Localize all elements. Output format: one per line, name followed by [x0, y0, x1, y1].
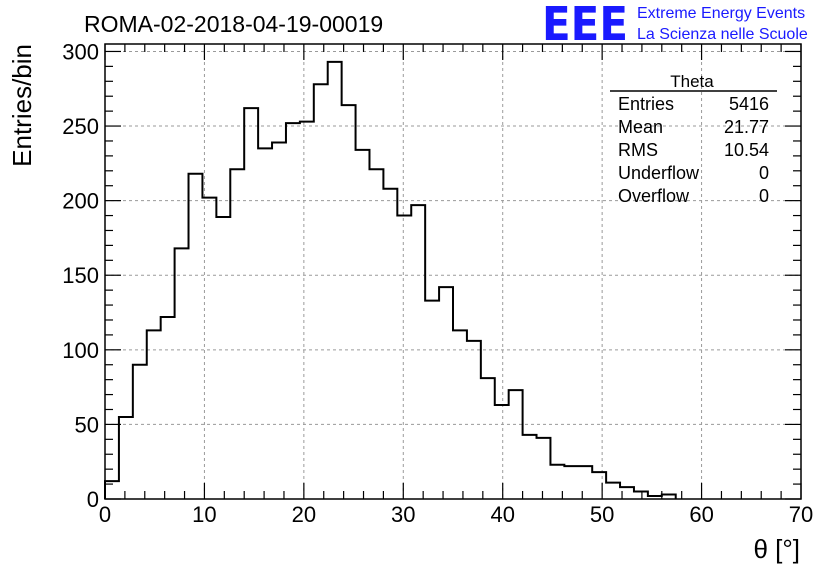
- stats-label: Entries: [618, 94, 674, 114]
- histogram-bin: [481, 378, 495, 499]
- histogram-bin: [606, 483, 620, 499]
- histogram-bin: [564, 466, 578, 499]
- histogram-bin: [258, 148, 272, 499]
- histogram-bin: [356, 150, 370, 499]
- stats-label: Overflow: [618, 186, 690, 206]
- histogram-bin: [523, 435, 537, 499]
- stats-label: RMS: [618, 140, 658, 160]
- y-tick-label: 150: [62, 263, 99, 288]
- y-tick-label: 100: [62, 338, 99, 363]
- y-tick-label: 0: [87, 487, 99, 512]
- histogram-bin: [397, 216, 411, 499]
- histogram-bin: [244, 108, 258, 499]
- histogram-bin: [300, 122, 314, 499]
- histogram-bin: [411, 205, 425, 499]
- histogram-bin: [161, 317, 175, 499]
- histogram-bin: [230, 169, 244, 499]
- stats-value: 0: [759, 186, 769, 206]
- stats-box: Theta Entries 5416 Mean 21.77 RMS 10.54 Underf…: [610, 72, 777, 206]
- histogram-bin: [202, 198, 216, 499]
- y-tick-label: 200: [62, 189, 99, 214]
- histogram-bin: [314, 84, 328, 499]
- histogram-bin: [133, 365, 147, 499]
- histogram-bin: [119, 417, 133, 499]
- histogram-bin: [439, 287, 453, 499]
- histogram-bin: [189, 174, 203, 499]
- histogram-bin: [495, 405, 509, 499]
- logo-letters: EEE: [542, 0, 628, 51]
- x-axis-label: θ [°]: [753, 534, 800, 564]
- histogram-bin: [592, 472, 606, 499]
- histogram-bin: [467, 341, 481, 499]
- x-tick-label: 0: [99, 502, 111, 527]
- stats-label: Mean: [618, 117, 663, 137]
- y-tick-labels: 0 50 100 150 200 250 300: [62, 39, 99, 512]
- histogram-bin: [328, 62, 342, 499]
- x-tick-label: 70: [789, 502, 813, 527]
- grid-lines: [105, 44, 801, 499]
- x-tick-label: 30: [391, 502, 415, 527]
- logo-line-2: La Scienza nelle Scuole: [637, 26, 808, 43]
- histogram-bin: [425, 301, 439, 499]
- histogram-bin: [537, 438, 551, 499]
- axis-ticks: [104, 44, 802, 500]
- eee-logo: EEE Extreme Energy Events La Scienza nel…: [542, 0, 808, 51]
- histogram-bin: [286, 123, 300, 499]
- stats-value: 21.77: [724, 117, 769, 137]
- stats-value: 0: [759, 163, 769, 183]
- histogram-bin: [383, 189, 397, 499]
- histogram-bin: [634, 492, 648, 499]
- histogram-bin: [216, 217, 230, 499]
- histogram-bin: [272, 142, 286, 499]
- stats-rows: Entries 5416 Mean 21.77 RMS 10.54 Underflow 0 Ov…: [618, 94, 769, 206]
- histogram-bin: [369, 169, 383, 499]
- plot-frame: [104, 43, 802, 500]
- x-tick-label: 20: [292, 502, 316, 527]
- y-axis-label: Entries/bin: [7, 44, 37, 167]
- stats-label: Underflow: [618, 163, 700, 183]
- x-tick-label: 10: [192, 502, 216, 527]
- y-tick-label: 50: [75, 412, 99, 437]
- stats-value: 5416: [729, 94, 769, 114]
- histogram-bin: [342, 105, 356, 499]
- histogram-bin: [578, 466, 592, 499]
- histogram-bin: [175, 248, 189, 499]
- x-tick-labels: 0 10 20 30 40 50 60 70: [99, 502, 813, 527]
- stats-title: Theta: [670, 72, 714, 91]
- histogram-bars: [104, 60, 677, 499]
- histogram-outline: [104, 60, 677, 499]
- x-tick-label: 40: [490, 502, 514, 527]
- x-tick-label: 60: [689, 502, 713, 527]
- y-tick-label: 250: [62, 114, 99, 139]
- y-tick-label: 300: [62, 39, 99, 64]
- stats-value: 10.54: [724, 140, 769, 160]
- x-tick-label: 50: [590, 502, 614, 527]
- histogram-bin: [453, 330, 467, 499]
- logo-line-1: Extreme Energy Events: [637, 5, 805, 22]
- histogram-bin: [147, 330, 161, 499]
- histogram-bin: [509, 390, 523, 499]
- chart-title: ROMA-02-2018-04-19-00019: [84, 11, 383, 37]
